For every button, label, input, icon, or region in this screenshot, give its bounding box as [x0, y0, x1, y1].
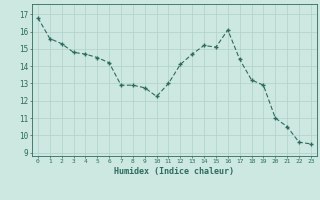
X-axis label: Humidex (Indice chaleur): Humidex (Indice chaleur)	[115, 167, 234, 176]
